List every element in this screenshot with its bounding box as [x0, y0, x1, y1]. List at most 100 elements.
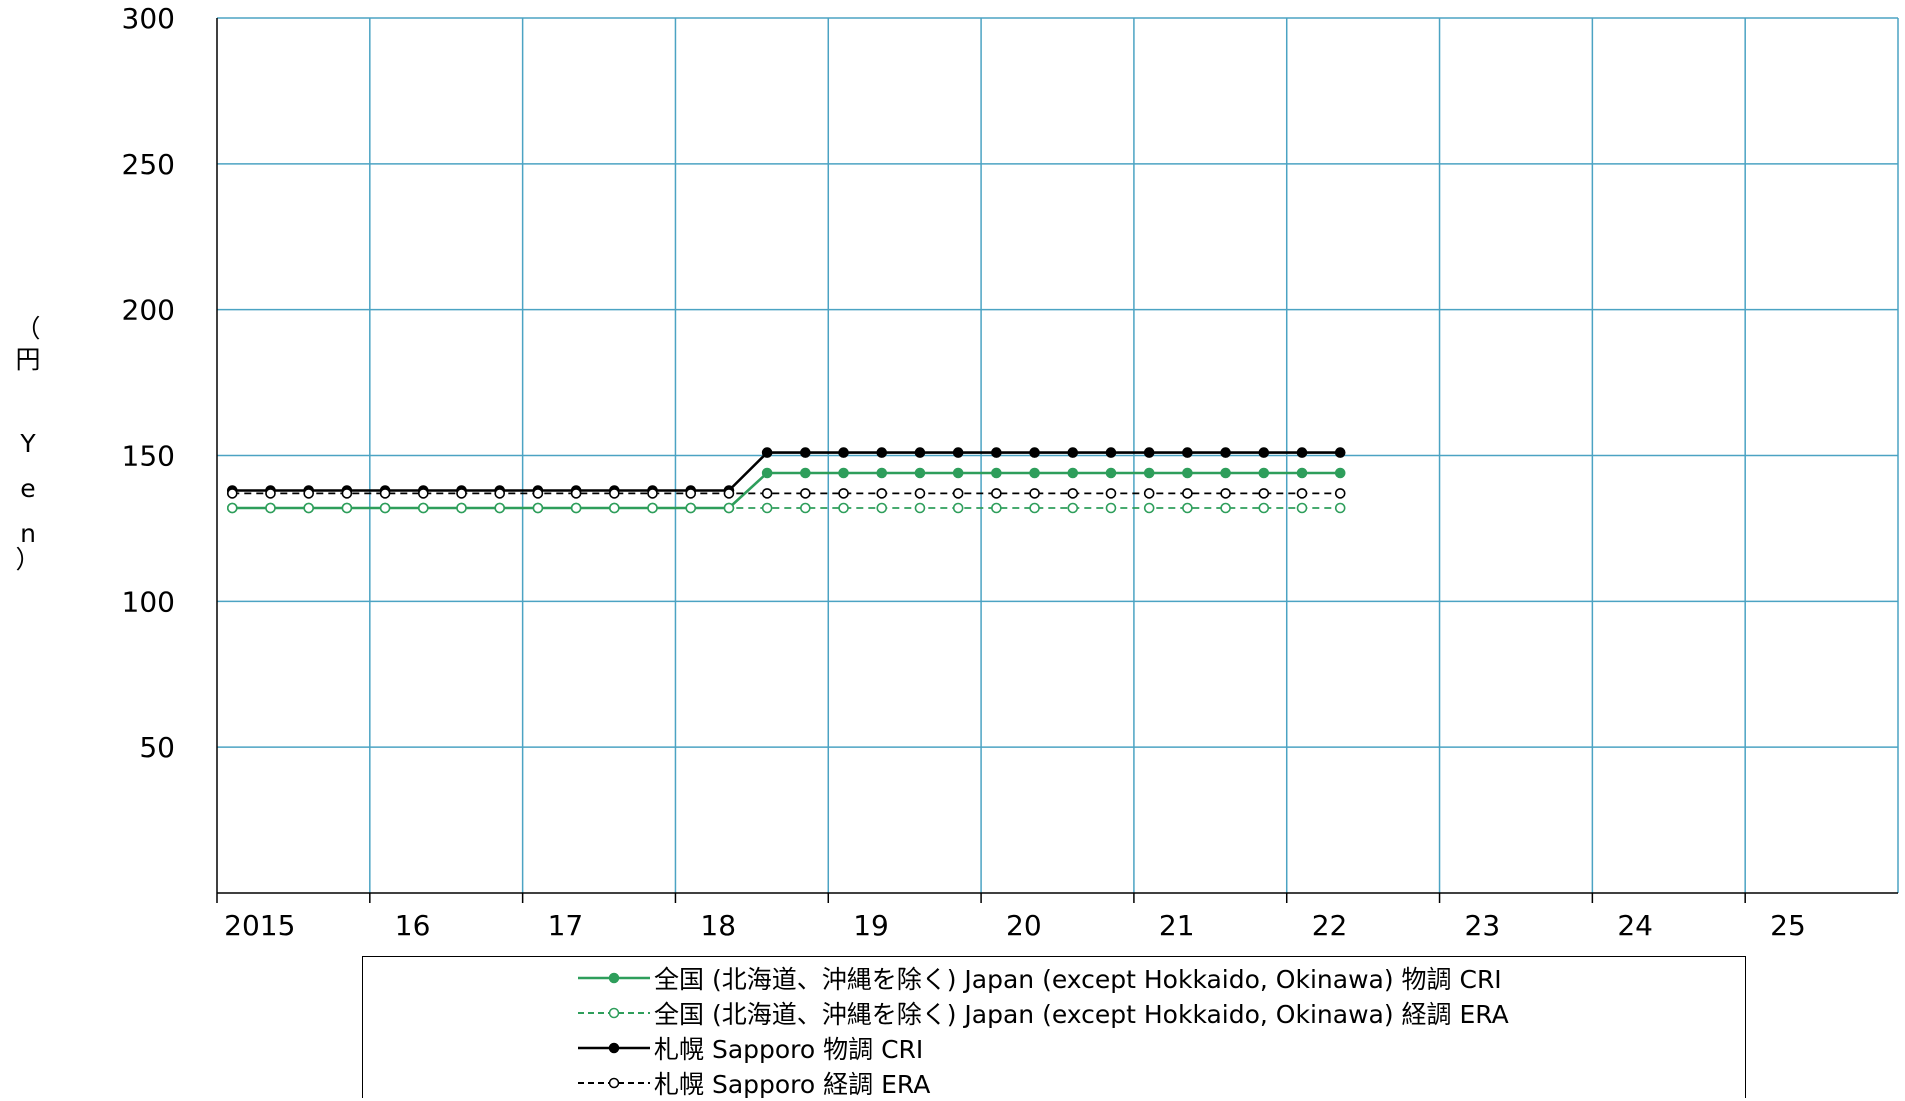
data-point	[456, 488, 467, 499]
data-point	[914, 488, 926, 499]
data-point	[991, 447, 1002, 458]
data-point	[800, 447, 811, 458]
y-tick-label: 300	[122, 2, 175, 35]
data-point	[800, 467, 811, 479]
data-point	[1029, 467, 1040, 479]
y-tick-labels: 50 100 150 200 250 300	[122, 2, 175, 764]
y-tick-label: 200	[122, 294, 175, 327]
data-point	[1067, 447, 1079, 458]
y-axis-label-char: （	[15, 314, 40, 343]
data-point	[685, 488, 697, 499]
data-point	[1182, 502, 1193, 514]
legend-swatch-japan-era	[578, 1007, 650, 1019]
data-point	[876, 488, 888, 499]
data-point	[379, 488, 391, 499]
y-axis-label-char: Y	[19, 429, 36, 458]
legend-label-sapporo-cri: 札幌 Sapporo 物調 CRI	[654, 1035, 924, 1064]
y-tick-label: 150	[122, 440, 175, 473]
data-point	[876, 467, 888, 479]
data-point	[1182, 447, 1193, 458]
data-point	[991, 488, 1002, 499]
series-line	[232, 451, 1341, 492]
data-point	[1258, 447, 1270, 458]
y-axis-label-char: e	[20, 474, 35, 503]
data-point	[1143, 467, 1155, 479]
data-point	[1143, 488, 1155, 499]
y-axis-label-char: 円	[15, 345, 40, 374]
data-point	[991, 467, 1002, 479]
data-point	[570, 488, 582, 499]
x-tick-label: 21	[1159, 909, 1195, 942]
data-point	[952, 502, 964, 514]
data-point	[1029, 447, 1040, 458]
x-tick-label: 20	[1006, 909, 1042, 942]
data-point	[800, 488, 811, 499]
legend-entry-japan-era: 全国 (北海道、沖縄を除く) Japan (except Hokkaido, O…	[578, 996, 1509, 1030]
legend-swatch-sapporo-cri	[578, 1042, 650, 1054]
data-point	[379, 502, 391, 514]
data-point	[761, 502, 773, 514]
legend-entry-sapporo-era: 札幌 Sapporo 経調 ERA	[578, 1066, 930, 1100]
x-tick-label: 25	[1770, 909, 1806, 942]
data-point	[761, 488, 773, 499]
legend-label-japan-cri: 全国 (北海道、沖縄を除く) Japan (except Hokkaido, O…	[654, 965, 1502, 994]
data-point	[341, 488, 353, 499]
x-tick-label: 22	[1312, 909, 1348, 942]
data-point	[1334, 447, 1346, 458]
legend-entry-japan-cri: 全国 (北海道、沖縄を除く) Japan (except Hokkaido, O…	[578, 961, 1502, 995]
data-point	[1220, 502, 1231, 514]
data-point	[876, 447, 888, 458]
data-point	[494, 502, 506, 514]
data-point	[1334, 488, 1346, 499]
data-point	[761, 467, 773, 479]
data-point	[226, 502, 238, 514]
data-point	[1105, 488, 1117, 499]
series-3	[226, 488, 1346, 499]
data-point	[914, 447, 926, 458]
data-point	[1067, 467, 1079, 479]
data-point	[303, 488, 314, 499]
x-tick-label: 16	[395, 909, 431, 942]
data-point	[609, 502, 620, 514]
x-tick-label: 19	[853, 909, 889, 942]
data-point	[418, 488, 429, 499]
data-point	[723, 502, 735, 514]
x-tick-label: 17	[548, 909, 584, 942]
x-tick-labels: 2015 16 17 18 19 20 21 22 23 24 25	[224, 909, 1806, 942]
legend-swatch-japan-cri	[578, 972, 650, 984]
data-point	[532, 502, 544, 514]
data-point	[418, 502, 429, 514]
data-point	[1258, 502, 1270, 514]
data-point	[456, 502, 467, 514]
data-point	[838, 467, 849, 479]
legend: 全国 (北海道、沖縄を除く) Japan (except Hokkaido, O…	[362, 956, 1746, 1100]
data-point	[800, 502, 811, 514]
data-point	[838, 488, 849, 499]
data-point	[761, 447, 773, 458]
data-point	[609, 488, 620, 499]
data-point	[265, 488, 276, 499]
y-axis-label: （円 Yen）	[15, 314, 40, 574]
data-point	[1296, 488, 1308, 499]
data-point	[876, 502, 888, 514]
data-point	[1143, 447, 1155, 458]
data-point	[685, 502, 697, 514]
data-point	[723, 488, 735, 499]
data-point	[914, 467, 926, 479]
series-1	[226, 502, 1346, 514]
x-tick-label: 24	[1617, 909, 1653, 942]
data-point	[1296, 447, 1308, 458]
data-point	[494, 488, 506, 499]
legend-swatch-sapporo-era	[578, 1077, 650, 1089]
legend-label-japan-era: 全国 (北海道、沖縄を除く) Japan (except Hokkaido, O…	[654, 1000, 1509, 1029]
data-point	[1143, 502, 1155, 514]
y-tick-label: 50	[139, 731, 175, 764]
data-point	[838, 502, 849, 514]
data-point	[341, 502, 353, 514]
data-point	[265, 502, 276, 514]
data-point	[1296, 467, 1308, 479]
data-point	[914, 502, 926, 514]
data-point	[532, 488, 544, 499]
y-axis-label-char: ）	[15, 545, 40, 574]
